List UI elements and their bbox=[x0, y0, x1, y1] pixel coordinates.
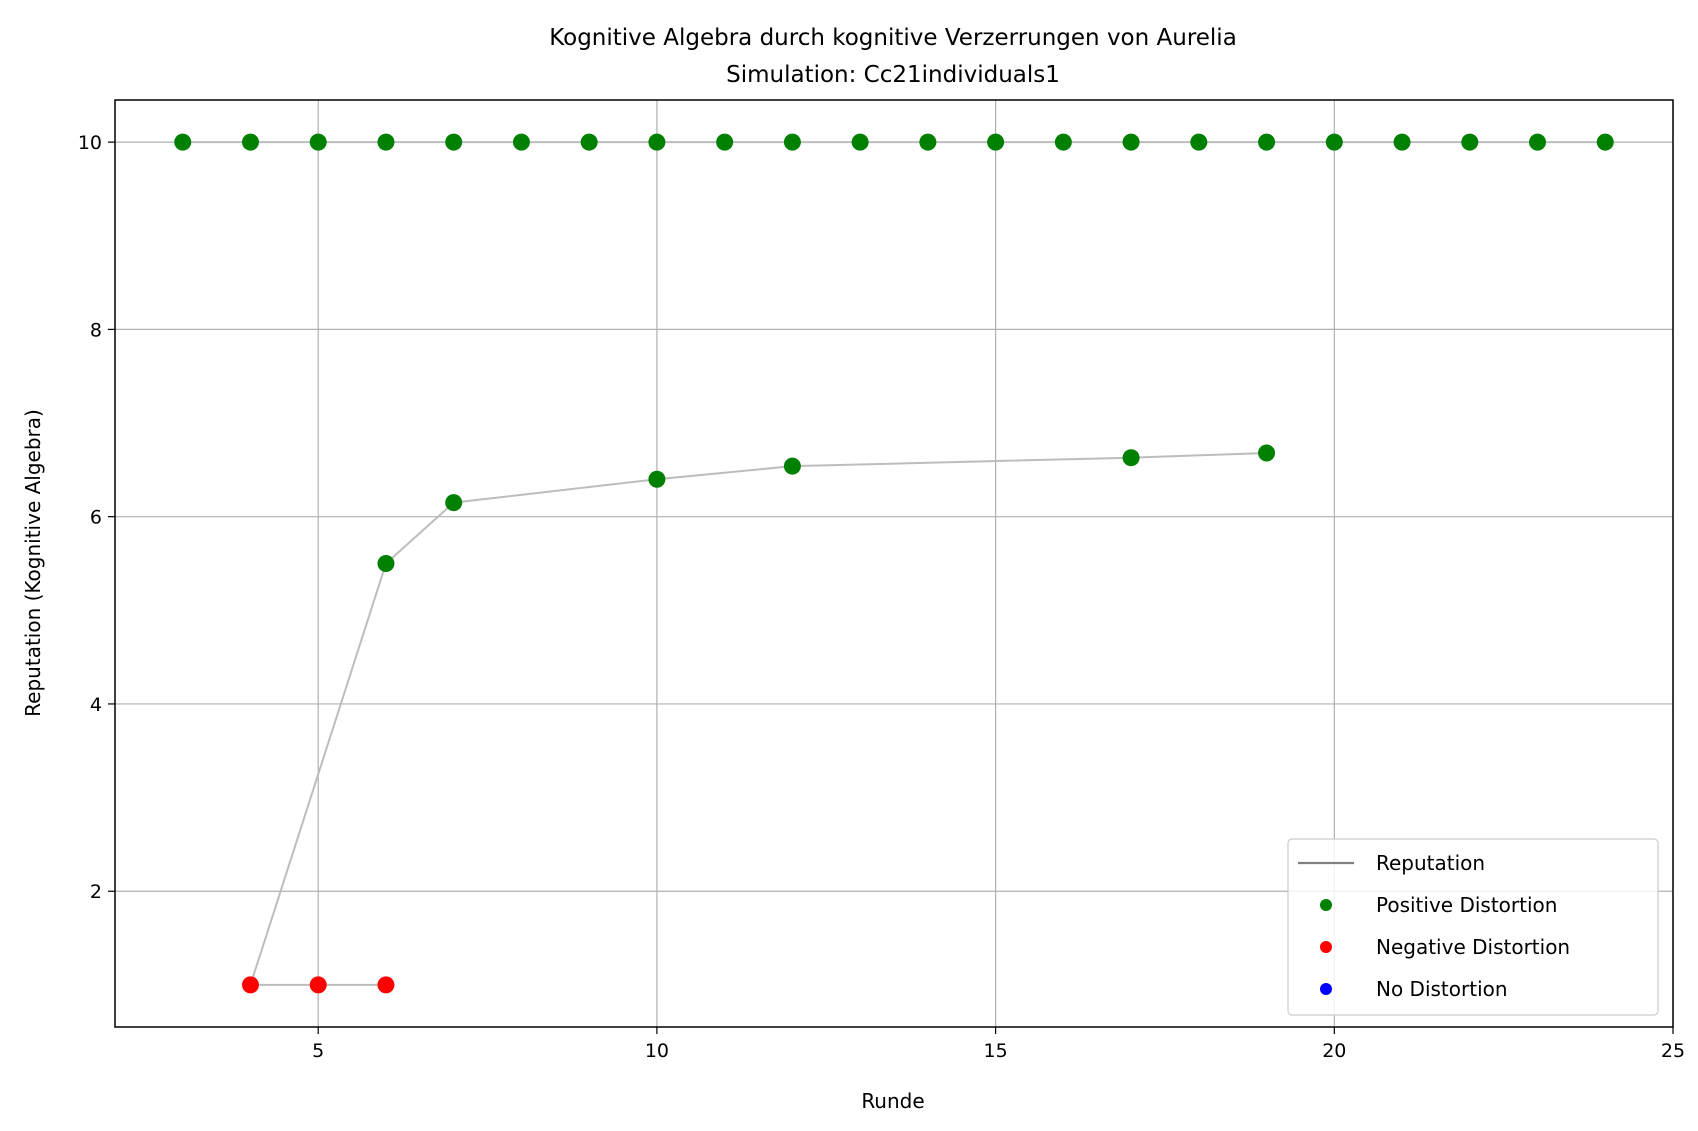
positive-distortion-point bbox=[1122, 133, 1140, 151]
legend-label-no-distortion: No Distortion bbox=[1376, 977, 1508, 1001]
legend-label-negative-distortion: Negative Distortion bbox=[1376, 935, 1570, 959]
x-tick-label: 25 bbox=[1661, 1040, 1685, 1062]
y-axis-label: Reputation (Kognitive Algebra) bbox=[21, 409, 45, 717]
positive-distortion-point bbox=[987, 133, 1005, 151]
legend-label-positive-distortion: Positive Distortion bbox=[1376, 893, 1557, 917]
positive-distortion-point bbox=[919, 133, 937, 151]
chart-title: Kognitive Algebra durch kognitive Verzer… bbox=[549, 25, 1237, 51]
positive-distortion-point bbox=[1190, 133, 1208, 151]
legend-swatch-positive-distortion bbox=[1320, 899, 1332, 911]
positive-distortion-point bbox=[1393, 133, 1411, 151]
positive-distortion-point bbox=[1529, 133, 1547, 151]
positive-distortion-point bbox=[512, 133, 530, 151]
positive-distortion-point bbox=[241, 133, 259, 151]
y-tick-label: 8 bbox=[90, 319, 102, 341]
positive-distortion-point bbox=[648, 470, 666, 488]
y-tick-label: 4 bbox=[90, 694, 102, 716]
positive-distortion-point bbox=[783, 133, 801, 151]
y-tick-label: 2 bbox=[90, 881, 102, 903]
negative-distortion-point bbox=[241, 976, 259, 994]
positive-distortion-point bbox=[1258, 444, 1276, 462]
positive-distortion-point bbox=[1461, 133, 1479, 151]
reputation-line bbox=[249, 452, 1267, 986]
y-tick-label: 6 bbox=[90, 507, 102, 529]
axis-ticks: 5 10 15 20 25 2 4 6 8 10 bbox=[78, 132, 1685, 1062]
positive-distortion-point bbox=[648, 133, 666, 151]
positive-distortion-point bbox=[1054, 133, 1072, 151]
x-tick-label: 15 bbox=[984, 1040, 1008, 1062]
positive-distortion-point bbox=[174, 133, 192, 151]
positive-distortion-point bbox=[1258, 133, 1276, 151]
x-axis-label: Runde bbox=[861, 1089, 924, 1113]
plot-frame bbox=[114, 99, 1674, 1028]
chart-subtitle: Simulation: Cc21individuals1 bbox=[726, 62, 1060, 88]
legend-box bbox=[1287, 838, 1659, 1016]
positive-distortion-point bbox=[1325, 133, 1343, 151]
positive-distortion-point bbox=[716, 133, 734, 151]
x-tick-label: 5 bbox=[312, 1040, 324, 1062]
legend-label-reputation: Reputation bbox=[1376, 851, 1485, 875]
x-tick-label: 10 bbox=[645, 1040, 669, 1062]
positive-distortion-point bbox=[445, 133, 463, 151]
positive-distortion-point bbox=[377, 133, 395, 151]
positive-distortion-point bbox=[580, 133, 598, 151]
positive-distortion-point bbox=[783, 457, 801, 475]
positive-distortion-point bbox=[309, 133, 327, 151]
negative-distortion-point bbox=[309, 976, 327, 994]
data-points bbox=[174, 133, 1614, 994]
negative-distortion-point bbox=[377, 976, 395, 994]
legend-swatch-no-distortion bbox=[1320, 983, 1332, 995]
y-tick-label: 10 bbox=[78, 132, 102, 154]
legend: Reputation Positive Distortion Negative Di… bbox=[1287, 838, 1659, 1016]
positive-distortion-point bbox=[445, 494, 463, 512]
positive-distortion-point bbox=[1122, 449, 1140, 467]
legend-swatch-negative-distortion bbox=[1320, 941, 1332, 953]
x-tick-label: 20 bbox=[1322, 1040, 1346, 1062]
positive-distortion-point bbox=[1596, 133, 1614, 151]
positive-distortion-point bbox=[851, 133, 869, 151]
positive-distortion-point bbox=[377, 555, 395, 572]
